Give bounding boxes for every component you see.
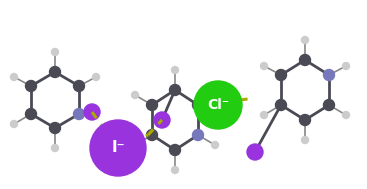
Circle shape — [247, 144, 263, 160]
Circle shape — [131, 91, 138, 98]
Circle shape — [51, 145, 58, 152]
Circle shape — [299, 115, 310, 125]
Circle shape — [11, 74, 18, 81]
Circle shape — [170, 145, 181, 156]
Circle shape — [276, 99, 287, 111]
Circle shape — [25, 81, 36, 91]
Circle shape — [154, 112, 170, 128]
Circle shape — [342, 112, 349, 119]
Circle shape — [261, 63, 268, 70]
Circle shape — [302, 36, 309, 43]
Circle shape — [131, 142, 138, 149]
Circle shape — [84, 104, 100, 120]
Circle shape — [170, 84, 181, 95]
Circle shape — [50, 67, 61, 77]
Circle shape — [276, 70, 287, 81]
Circle shape — [50, 122, 61, 133]
Circle shape — [73, 81, 84, 91]
Circle shape — [302, 136, 309, 143]
Circle shape — [323, 70, 334, 81]
Circle shape — [342, 63, 349, 70]
Circle shape — [211, 142, 218, 149]
Circle shape — [73, 108, 84, 119]
Text: Cl⁻: Cl⁻ — [207, 98, 229, 112]
Circle shape — [90, 120, 146, 176]
Text: I⁻: I⁻ — [111, 140, 125, 156]
Circle shape — [51, 49, 58, 56]
Circle shape — [299, 54, 310, 66]
Circle shape — [193, 99, 203, 111]
Circle shape — [171, 167, 178, 174]
Circle shape — [11, 121, 18, 128]
Circle shape — [171, 67, 178, 74]
Circle shape — [25, 108, 36, 119]
Circle shape — [146, 99, 157, 111]
Circle shape — [146, 129, 157, 140]
Circle shape — [323, 99, 334, 111]
Circle shape — [92, 74, 99, 81]
Circle shape — [261, 112, 268, 119]
Circle shape — [194, 81, 242, 129]
Circle shape — [193, 129, 203, 140]
